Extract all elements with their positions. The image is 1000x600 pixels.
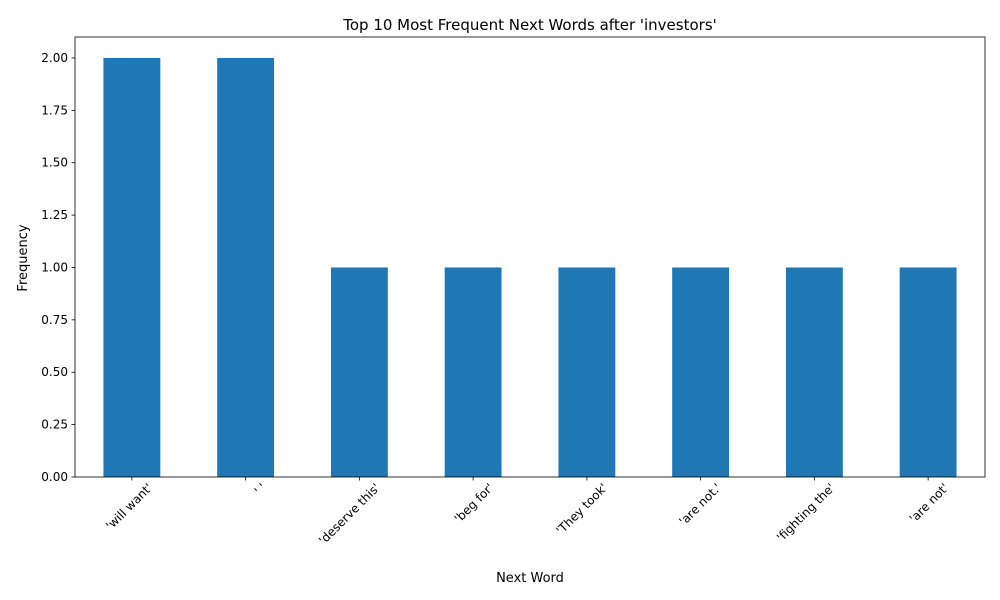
y-tick-label-0: 0.00 — [41, 470, 68, 484]
y-tick-label-7: 1.75 — [41, 103, 68, 117]
x-axis-label: Next Word — [496, 571, 564, 586]
x-tick-label-1: ' ' — [252, 481, 269, 498]
x-tick-label-7: 'are not' — [907, 481, 952, 526]
chart-title: Top 10 Most Frequent Next Words after 'i… — [342, 16, 717, 34]
bar-1 — [217, 57, 275, 477]
x-tick-label-6: 'fighting the' — [774, 481, 838, 545]
bar-0 — [103, 57, 161, 477]
y-axis-label: Frequency — [16, 224, 31, 291]
x-tick-label-0: 'will want' — [103, 481, 155, 533]
y-tick-label-2: 0.50 — [41, 365, 68, 379]
x-tick-label-5: 'are not.' — [676, 481, 724, 529]
y-tick-label-1: 0.25 — [41, 418, 68, 432]
y-tick-label-8: 2.00 — [41, 51, 68, 65]
plot-area: 0.00 0.25 0.50 0.75 1.00 1.25 1.50 1.75 2.00 'wil… — [41, 36, 986, 548]
x-tick-label-3: 'beg for' — [452, 481, 497, 526]
y-tick-label-4: 1.00 — [41, 260, 68, 274]
x-tick-label-4: 'They took' — [554, 481, 611, 538]
bar-2 — [330, 267, 388, 477]
y-tick-label-5: 1.25 — [41, 208, 68, 222]
x-tick-label-2: 'deserve this' — [316, 481, 383, 548]
bar-5 — [672, 267, 730, 477]
bar-3 — [444, 267, 502, 477]
bar-6 — [785, 267, 843, 477]
y-tick-label-3: 0.75 — [41, 313, 68, 327]
bar-4 — [558, 267, 616, 477]
y-tick-label-6: 1.50 — [41, 156, 68, 170]
axes-frame — [74, 36, 986, 478]
bar-7 — [899, 267, 957, 477]
